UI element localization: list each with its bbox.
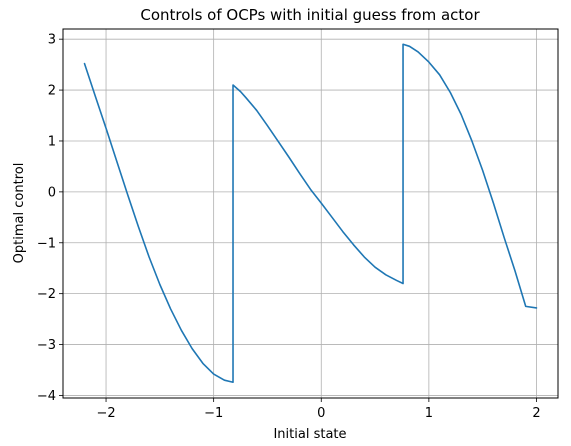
y-tick-label: 1: [48, 134, 56, 149]
grid: [63, 29, 558, 398]
y-tick-label: −1: [37, 236, 56, 251]
x-tick-label: 2: [532, 406, 540, 421]
axes-frame: [62, 28, 559, 399]
x-axis: −2 −1 0 1 2: [96, 398, 541, 421]
x-tick-label: 1: [425, 406, 433, 421]
x-axis-label: Initial state: [273, 427, 346, 442]
y-tick-label: 3: [48, 33, 56, 48]
x-tick-label: −2: [96, 406, 115, 421]
y-tick-label: −2: [37, 287, 56, 302]
y-tick-label: −4: [37, 389, 56, 404]
chart-title: Controls of OCPs with initial guess from…: [140, 6, 480, 24]
x-tick-label: 0: [317, 406, 325, 421]
y-tick-label: −3: [37, 338, 56, 353]
series-line: [83, 43, 538, 384]
y-tick-label: 2: [48, 84, 56, 99]
y-axis: −4 −3 −2 −1 0 1 2 3: [37, 33, 63, 404]
x-tick-label: −1: [204, 406, 223, 421]
y-tick-label: 0: [48, 185, 56, 200]
plot-area: [83, 43, 538, 384]
y-axis-label: Optimal control: [12, 163, 27, 264]
